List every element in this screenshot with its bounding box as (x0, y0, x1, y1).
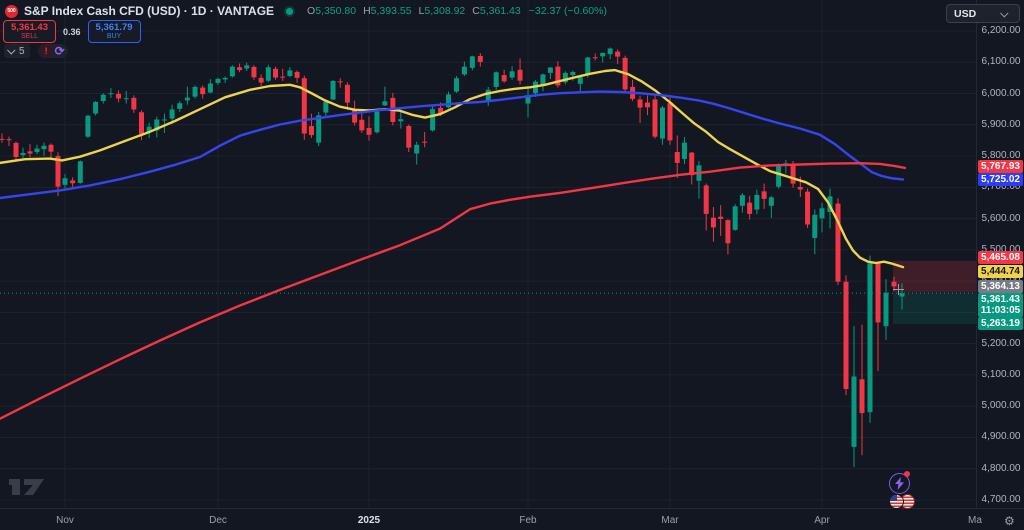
trade-panel: 5,361.43 SELL 0.36 5,361.79 BUY (3, 20, 141, 43)
time-label-2025: 2025 (357, 515, 381, 526)
sync-icon[interactable]: ⟳ (54, 43, 65, 58)
change-readout: −32.37 (−0.60%) (528, 5, 607, 17)
order-controls: 5 ! ⟳ (4, 44, 68, 58)
symbol-header: 500 S&P Index Cash CFD (USD) · 1D · VANT… (5, 4, 607, 18)
price-tick: 6,000.00 (981, 87, 1021, 99)
time-label-mar: Mar (661, 515, 679, 526)
price-tick: 5,800.00 (981, 150, 1021, 162)
quantity-dropdown[interactable]: 5 (4, 44, 30, 58)
time-label-feb: Feb (519, 515, 537, 526)
low-label: L (418, 5, 425, 17)
price-tick: 5,600.00 (981, 212, 1021, 224)
ohlc-readout: O5,350.80 H5,393.55 L5,308.92 C5,361.43 (307, 5, 521, 17)
price-tick: 4,700.00 (981, 493, 1021, 505)
price-tick: 6,200.00 (981, 24, 1021, 36)
time-label-apr: Apr (814, 515, 830, 526)
ma-mid-value-tag: 5,725.02 (978, 172, 1023, 186)
price-tick: 4,800.00 (981, 462, 1021, 474)
reward-zone (893, 293, 976, 324)
moving-averages (0, 68, 907, 420)
tradingview-watermark (9, 479, 44, 495)
price-tick: 5,000.00 (981, 400, 1021, 412)
candles (0, 47, 905, 468)
sell-label: SELL (20, 33, 39, 41)
timezone-settings-gear-icon[interactable]: ⚙ (1004, 514, 1015, 528)
symbol-title[interactable]: S&P Index Cash CFD (USD) · 1D · VANTAGE (24, 4, 275, 18)
high-value: 5,393.55 (370, 5, 412, 17)
us-flag-icon (890, 495, 903, 508)
open-value: 5,350.80 (315, 5, 357, 17)
open-label: O (307, 5, 316, 17)
sell-price: 5,361.43 (11, 21, 48, 33)
time-label-ma: Ma (968, 515, 982, 526)
buy-label: BUY (106, 33, 122, 41)
us-flags-icon (890, 494, 916, 509)
price-axis[interactable]: 6,200.00 6,100.00 6,000.00 5,900.00 5,800.00… (976, 0, 1024, 508)
price-tick: 6,100.00 (981, 56, 1021, 68)
entry-price-tag: 5,364.13 (978, 279, 1023, 293)
notification-dot (904, 471, 910, 477)
order-icons: ! ⟳ (37, 43, 68, 58)
alert-icon[interactable]: ! (40, 45, 52, 57)
ma-fast-yellow (0, 68, 905, 269)
close-value: 5,361.43 (479, 5, 521, 17)
quantity-value: 5 (19, 45, 25, 57)
currency-value: USD (954, 7, 977, 20)
quick-trade-button[interactable] (889, 473, 910, 494)
price-tick: 5,700.00 (981, 181, 1021, 193)
close-label: C (472, 5, 480, 17)
position-zones (893, 260, 976, 324)
stop-loss-tag: 5,465.08 (978, 251, 1023, 265)
time-label-dec: Dec (209, 515, 227, 526)
time-label-nov: Nov (56, 515, 74, 526)
take-profit-tag: 5,263.19 (978, 317, 1023, 331)
last-price-tag: 5,361.43 11:03:05 (978, 293, 1023, 318)
time-axis[interactable]: Nov Dec 2025 Feb Mar Apr Ma ⚙ (0, 508, 1024, 530)
price-tick: 5,100.00 (981, 368, 1021, 380)
low-value: 5,308.92 (424, 5, 466, 17)
price-tick: 5,900.00 (981, 118, 1021, 130)
gridlines (0, 0, 976, 508)
currency-dropdown[interactable]: USD (946, 4, 1020, 23)
risk-zone (893, 260, 976, 293)
buy-button[interactable]: 5,361.79 BUY (87, 20, 141, 43)
us-flag-icon (901, 495, 914, 508)
ma-fast-value-tag: 5,444.74 (978, 264, 1023, 278)
sell-button[interactable]: 5,361.43 SELL (3, 20, 56, 43)
price-tick: 5,500.00 (981, 243, 1021, 255)
countdown-timer: 11:03:05 (980, 305, 1021, 317)
crosshair-marker (893, 284, 904, 295)
ma-slow-red (0, 161, 907, 420)
market-open-dot-icon (286, 7, 294, 15)
buy-price: 5,361.79 (95, 21, 133, 33)
ma-mid-blue (0, 90, 905, 200)
high-label: H (363, 5, 371, 17)
chevron-down-icon (1000, 8, 1009, 18)
lightning-icon (895, 477, 904, 490)
sp500-logo-icon: 500 (5, 4, 18, 18)
price-tick: 5,200.00 (981, 337, 1021, 349)
price-tick: 4,900.00 (981, 431, 1021, 443)
chevron-down-icon (7, 46, 16, 55)
spread-value: 0.36 (63, 26, 81, 37)
ma-slow-value-tag: 5,767.93 (978, 159, 1023, 173)
